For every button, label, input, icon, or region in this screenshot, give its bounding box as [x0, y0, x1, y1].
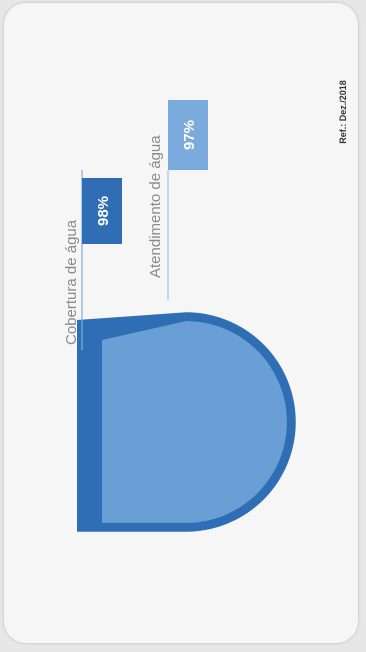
inner-disc-service [102, 321, 287, 523]
value-box-coverage [82, 178, 122, 244]
value-box-service [168, 100, 208, 170]
reference-note: Ref.: Dez./2018 [338, 80, 348, 144]
value-label-coverage: 98% [95, 196, 112, 226]
series-label-coverage: Cobertura de água [63, 219, 80, 345]
series-label-service: Atendimento de água [147, 135, 164, 278]
value-label-service: 97% [181, 120, 198, 150]
